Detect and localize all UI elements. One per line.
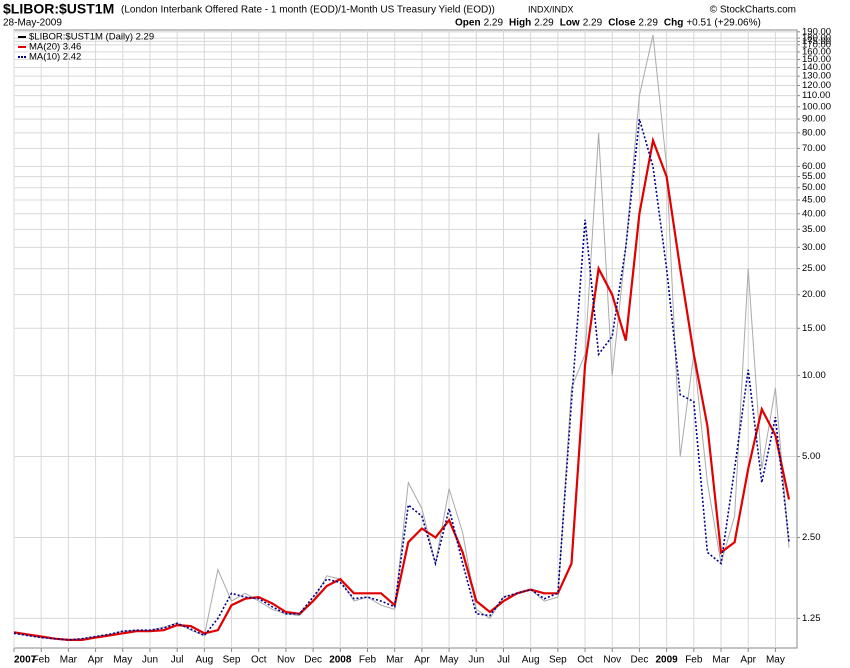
x-tick-label: Sep xyxy=(549,655,567,666)
x-tick-label: Aug xyxy=(522,655,540,666)
x-tick-label: Oct xyxy=(251,655,267,666)
y-tick-label: 90.00 xyxy=(802,114,826,125)
x-tick-label: Aug xyxy=(195,655,213,666)
x-tick-label: May xyxy=(113,655,132,666)
x-tick-label: Nov xyxy=(277,655,295,666)
x-tick-label: Jun xyxy=(468,655,484,666)
y-tick-label: 25.00 xyxy=(802,263,826,274)
chart-title: $LIBOR:$UST1M xyxy=(3,1,114,17)
y-tick-label: 120.00 xyxy=(802,80,831,91)
x-tick-label: Feb xyxy=(685,655,703,666)
x-tick-label: 2009 xyxy=(656,655,679,666)
quote: Open 2.29 High 2.29 Low 2.29 Close 2.29 Chg +0.51… xyxy=(455,18,761,29)
quote-value: 2.29 xyxy=(638,18,658,29)
y-tick-label: 70.00 xyxy=(802,143,826,154)
x-tick-label: Apr xyxy=(740,655,756,666)
legend-label: MA(20) 3.46 xyxy=(29,42,81,53)
y-tick-label: 50.00 xyxy=(802,182,826,193)
y-tick-label: 160.00 xyxy=(802,46,831,57)
quote-label: Chg xyxy=(664,18,683,29)
y-tick-label: 10.00 xyxy=(802,370,826,381)
y-tick-label: 30.00 xyxy=(802,242,826,253)
x-tick-label: Mar xyxy=(60,655,78,666)
legend-label: MA(10) 2.42 xyxy=(29,52,81,63)
exchange: INDX/INDX xyxy=(528,4,574,14)
y-tick-label: 35.00 xyxy=(802,224,826,235)
y-tick-label: 60.00 xyxy=(802,161,826,172)
quote-label: Open xyxy=(455,18,481,29)
x-tick-label: Mar xyxy=(712,655,730,666)
y-tick-label: 170.00 xyxy=(802,39,831,50)
x-tick-label: Nov xyxy=(603,655,621,666)
x-tick-label: May xyxy=(766,655,785,666)
x-tick-label: Apr xyxy=(88,655,104,666)
date: 28-May-2009 xyxy=(3,18,62,29)
x-tick-label: Sep xyxy=(223,655,241,666)
series-line xyxy=(13,118,790,641)
x-tick-label: Mar xyxy=(386,655,404,666)
y-tick-label: 150.00 xyxy=(802,54,831,65)
x-tick-label: Dec xyxy=(304,655,322,666)
x-tick-label: Feb xyxy=(359,655,377,666)
x-tick-label: Oct xyxy=(577,655,593,666)
quote-label: Low xyxy=(560,18,580,29)
x-tick-label: Dec xyxy=(631,655,649,666)
y-tick-label: 45.00 xyxy=(802,195,826,206)
y-tick-label: 5.00 xyxy=(802,451,821,462)
y-tick-label: 1.25 xyxy=(802,613,821,624)
series-line xyxy=(13,136,791,641)
x-tick-label: Apr xyxy=(414,655,430,666)
x-tick-label: Jun xyxy=(142,655,158,666)
x-tick-label: 2008 xyxy=(329,655,352,666)
x-tick-label: Jul xyxy=(171,655,184,666)
x-tick-label: Jul xyxy=(497,655,510,666)
quote-value: +0.51 (+29.06%) xyxy=(686,18,761,29)
y-tick-label: 110.00 xyxy=(802,90,830,101)
x-tick-label: Feb xyxy=(33,655,51,666)
x-tick-label: 2007 xyxy=(14,655,37,666)
y-tick-label: 20.00 xyxy=(802,289,826,300)
y-tick-label: 15.00 xyxy=(802,323,826,334)
y-tick-label: 175.00 xyxy=(802,36,831,47)
y-tick-label: 130.00 xyxy=(802,71,831,82)
x-tick-label: May xyxy=(440,655,459,666)
quote-value: 2.29 xyxy=(583,18,603,29)
quote-value: 2.29 xyxy=(484,18,504,29)
chart-subtitle: (London Interbank Offered Rate - 1 month… xyxy=(121,5,495,16)
y-tick-label: 40.00 xyxy=(802,208,826,219)
y-tick-label: 100.00 xyxy=(802,101,831,112)
legend-label: $LIBOR:$UST1M (Daily) 2.29 xyxy=(29,32,154,43)
y-tick-label: 55.00 xyxy=(802,171,826,182)
series-line xyxy=(13,34,790,641)
y-tick-label: 180.00 xyxy=(802,33,831,44)
quote-label: High xyxy=(509,18,531,29)
y-tick-label: 2.50 xyxy=(802,532,821,543)
y-tick-label: 190.00 xyxy=(802,26,831,37)
y-tick-label: 140.00 xyxy=(802,62,831,73)
quote-label: Close xyxy=(608,18,636,29)
credit: © StockCharts.com xyxy=(710,5,796,16)
quote-value: 2.29 xyxy=(534,18,554,29)
y-tick-label: 80.00 xyxy=(802,127,826,138)
